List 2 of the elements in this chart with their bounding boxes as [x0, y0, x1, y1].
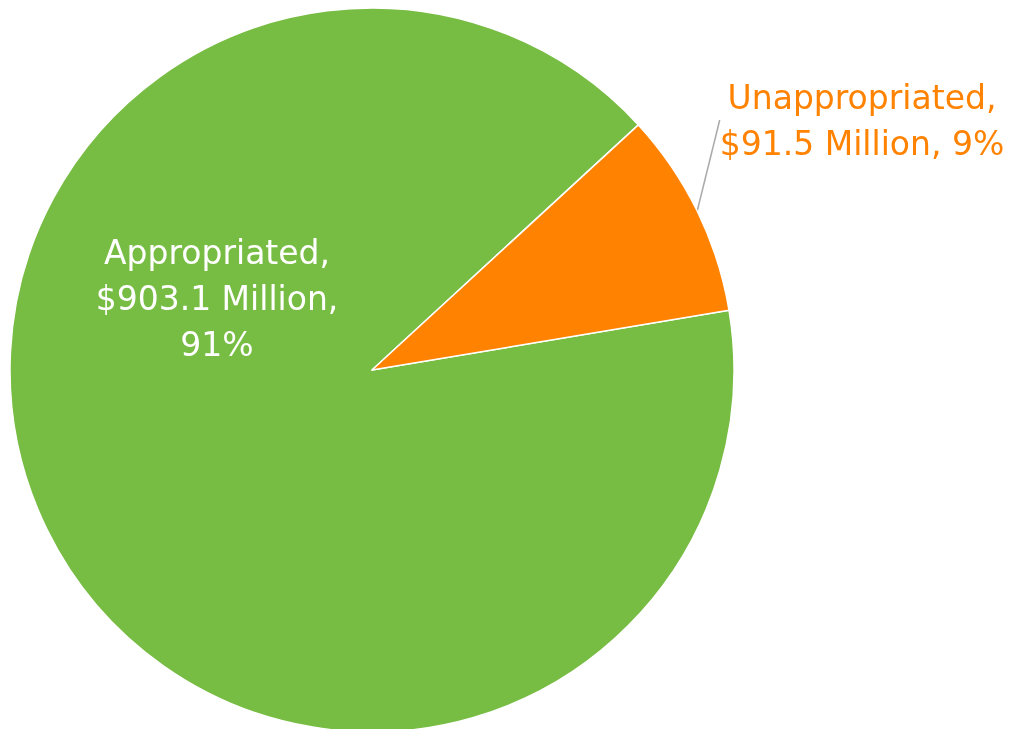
slice-label: Appropriated, $903.1 Million, 91%	[95, 232, 339, 364]
slice-label: Unappropriated, $91.5 Million, 9%	[719, 77, 1005, 163]
